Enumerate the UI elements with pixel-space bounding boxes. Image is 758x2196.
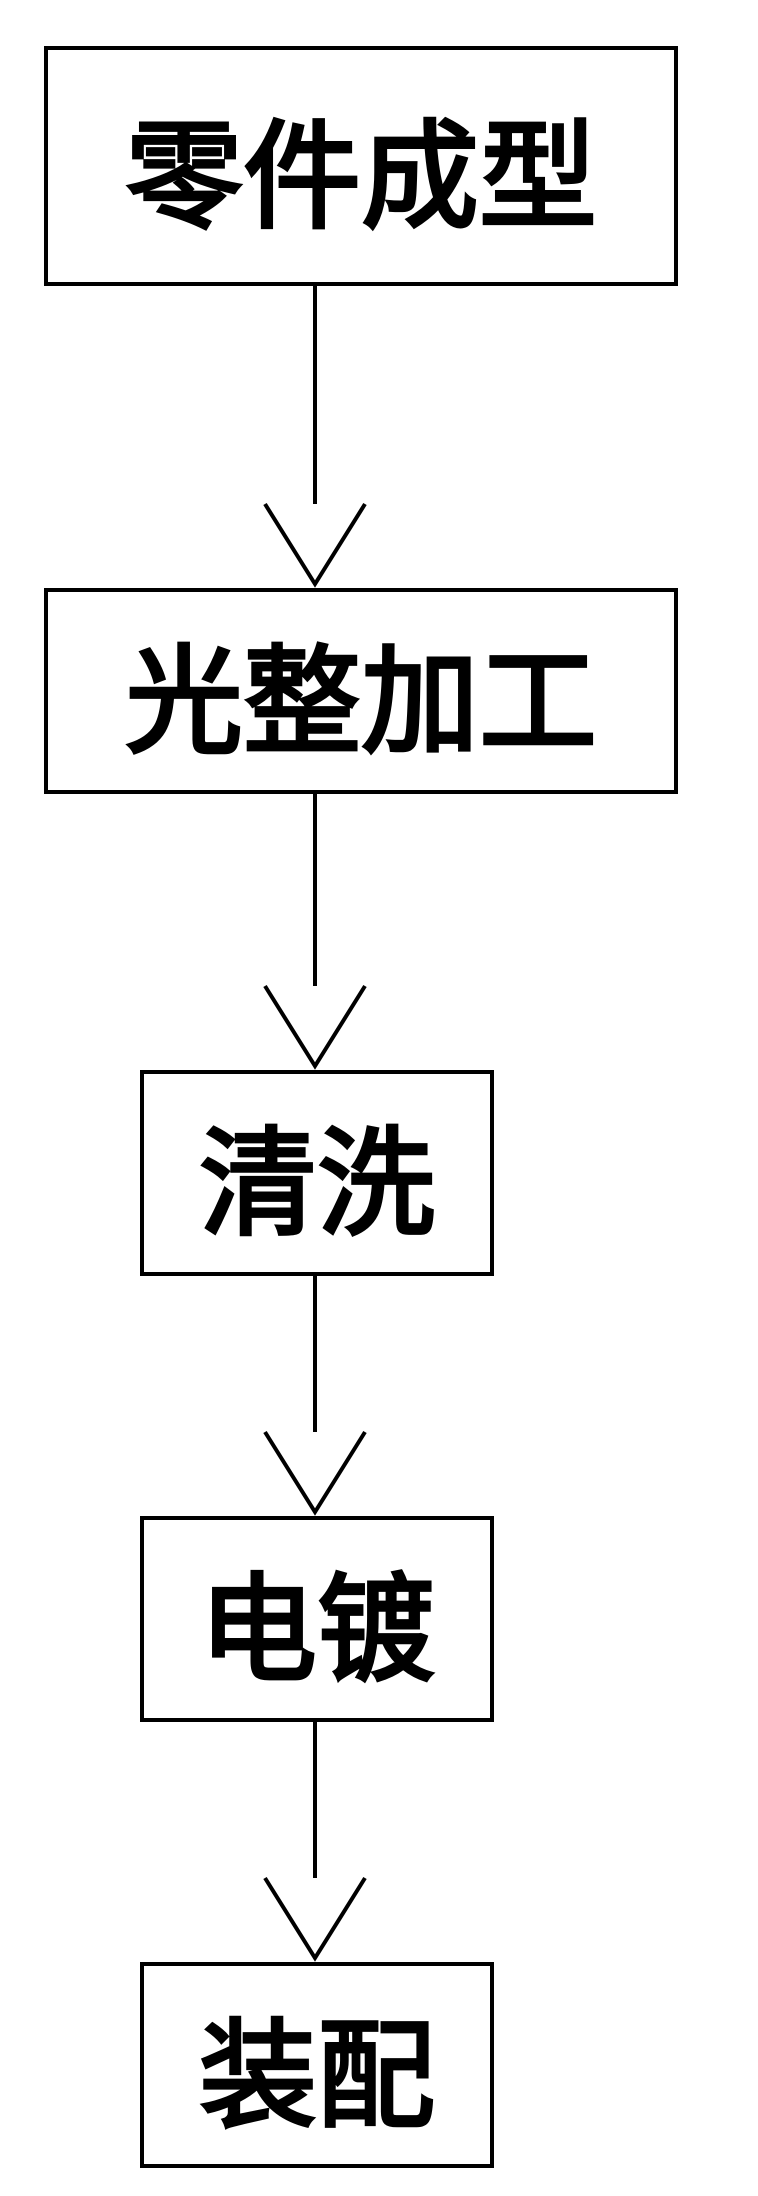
node-part-forming: 零件成型	[44, 46, 678, 286]
node-cleaning: 清洗	[140, 1070, 494, 1276]
node-label: 装配	[199, 1980, 435, 2151]
node-label: 零件成型	[125, 81, 597, 252]
node-finishing: 光整加工	[44, 588, 678, 794]
flowchart-container: 零件成型 光整加工 清洗 电镀 装配	[0, 0, 758, 2196]
arrow-3	[257, 1276, 373, 1516]
arrow-2	[257, 794, 373, 1070]
node-label: 光整加工	[125, 606, 597, 777]
node-label: 清洗	[199, 1088, 435, 1259]
arrow-4	[257, 1722, 373, 1962]
node-electroplating: 电镀	[140, 1516, 494, 1722]
node-assembly: 装配	[140, 1962, 494, 2168]
arrow-1	[257, 286, 373, 588]
node-label: 电镀	[199, 1534, 435, 1705]
